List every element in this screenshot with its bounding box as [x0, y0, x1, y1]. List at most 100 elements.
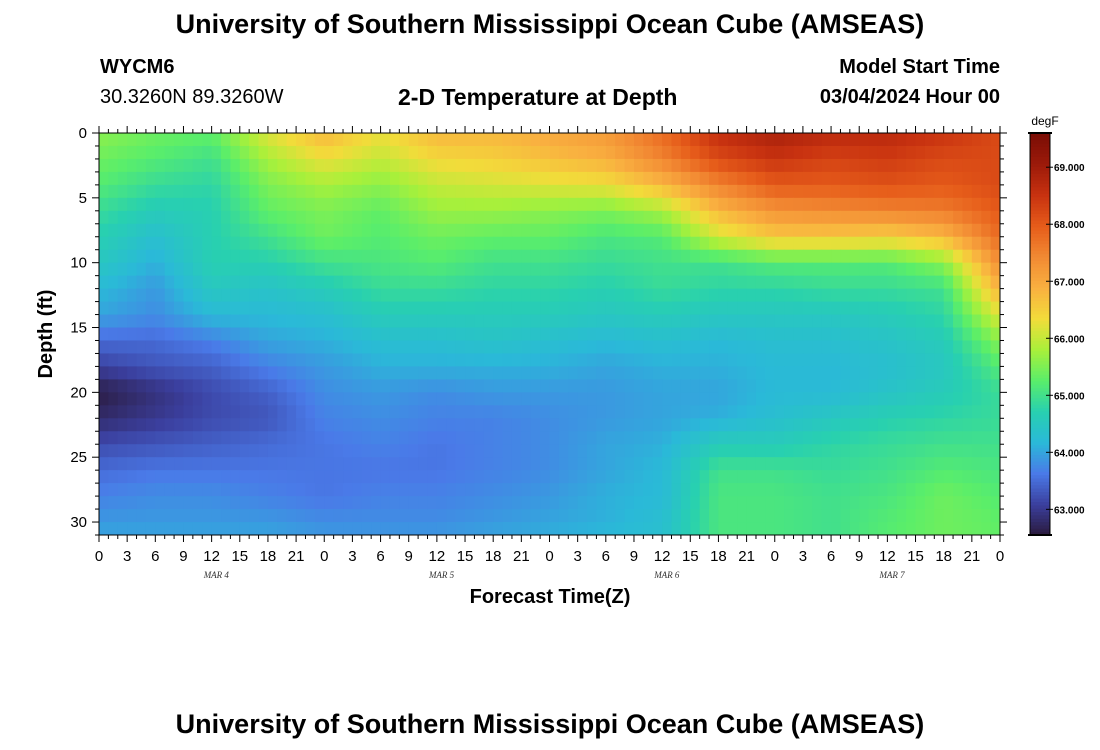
heatmap-cell — [277, 262, 288, 277]
heatmap-cell — [859, 133, 870, 147]
heatmap-cell — [624, 158, 635, 173]
heatmap-cell — [943, 184, 954, 199]
heatmap-cell — [943, 145, 954, 160]
heatmap-cell — [211, 223, 222, 238]
heatmap-cell — [436, 158, 447, 173]
heatmap-cell — [924, 158, 935, 173]
colorbar-swatch — [1030, 401, 1050, 405]
heatmap-cell — [915, 470, 926, 484]
heatmap-cell — [530, 145, 541, 160]
heatmap-cell — [258, 223, 269, 238]
heatmap-cell — [558, 418, 569, 432]
heatmap-cell — [690, 275, 701, 290]
heatmap-cell — [671, 444, 682, 458]
heatmap-cell — [558, 457, 569, 471]
heatmap-cell — [352, 249, 363, 264]
heatmap-cell — [624, 470, 635, 484]
heatmap-cell — [868, 301, 879, 316]
heatmap-cell — [211, 249, 222, 264]
heatmap-cell — [183, 470, 194, 484]
heatmap-cell — [568, 418, 579, 432]
heatmap-cell — [127, 184, 138, 199]
heatmap-cell — [643, 301, 654, 316]
heatmap-cell — [849, 275, 860, 290]
heatmap-cell — [953, 366, 964, 380]
heatmap-cell — [202, 301, 213, 316]
heatmap-cell — [568, 158, 579, 173]
heatmap-cell — [596, 210, 607, 225]
heatmap-cell — [596, 158, 607, 173]
heatmap-cell — [389, 171, 400, 186]
heatmap-cell — [587, 405, 598, 419]
heatmap-cell — [174, 496, 185, 510]
colorbar-swatch — [1030, 293, 1050, 298]
colorbar-swatch — [1030, 354, 1050, 358]
heatmap-cell — [136, 405, 147, 419]
heatmap-cell — [361, 522, 372, 535]
heatmap-cell — [502, 288, 513, 303]
heatmap-cell — [727, 301, 738, 316]
heatmap-cell — [221, 158, 231, 173]
heatmap-cell — [446, 418, 457, 432]
heatmap-cell — [164, 275, 175, 290]
heatmap-cell — [812, 418, 823, 432]
heatmap-cell — [502, 496, 513, 510]
heatmap-cell — [662, 340, 673, 355]
heatmap-cell — [924, 145, 935, 160]
heatmap-cell — [136, 457, 147, 471]
heatmap-cell — [145, 184, 156, 199]
heatmap-cell — [446, 223, 457, 238]
heatmap-cell — [709, 418, 720, 432]
heatmap-cell — [953, 483, 964, 497]
colorbar-swatch — [1030, 260, 1050, 265]
heatmap-cell — [352, 483, 363, 497]
heatmap-cell — [408, 236, 419, 251]
heatmap-cell — [887, 431, 898, 445]
heatmap-cell — [352, 509, 363, 523]
heatmap-cell — [877, 262, 888, 277]
heatmap-cell — [352, 301, 363, 316]
heatmap-cell — [709, 301, 720, 316]
heatmap-cell — [249, 236, 260, 251]
heatmap-cell — [502, 133, 513, 147]
heatmap-cell — [155, 262, 166, 277]
heatmap-cell — [643, 457, 654, 471]
heatmap-cell — [127, 249, 138, 264]
heatmap-cell — [896, 405, 907, 419]
heatmap-cell — [577, 418, 588, 432]
heatmap-cell — [465, 457, 476, 471]
heatmap-cell — [802, 210, 813, 225]
heatmap-cell — [906, 262, 917, 277]
heatmap-cell — [239, 314, 250, 329]
colorbar-swatch — [1030, 407, 1050, 412]
heatmap-cell — [211, 522, 222, 535]
heatmap-cell — [784, 379, 795, 393]
heatmap-cell — [652, 171, 663, 186]
heatmap-cell — [662, 327, 673, 342]
heatmap-cell — [624, 249, 635, 264]
heatmap-cell — [709, 158, 720, 173]
colorbar-swatch — [1030, 226, 1050, 231]
heatmap-cell — [549, 327, 560, 342]
y-tick-label: 25 — [70, 449, 87, 466]
heatmap-cell — [596, 197, 607, 212]
heatmap-cell — [305, 301, 316, 316]
heatmap-cell — [812, 288, 823, 303]
heatmap-cell — [343, 509, 354, 523]
heatmap-cell — [371, 327, 382, 342]
heatmap-cell — [108, 522, 119, 535]
heatmap-cell — [267, 314, 278, 329]
heatmap-cell — [249, 171, 260, 186]
heatmap-cell — [305, 418, 316, 432]
heatmap-cell — [455, 158, 466, 173]
heatmap-cell — [399, 288, 410, 303]
heatmap-cell — [230, 431, 241, 445]
heatmap-cell — [962, 262, 973, 277]
heatmap-cell — [352, 158, 363, 173]
heatmap-cell — [934, 392, 945, 406]
heatmap-cell — [202, 470, 213, 484]
heatmap-cell — [558, 236, 569, 251]
heatmap-cell — [352, 431, 363, 445]
heatmap-cell — [361, 223, 372, 238]
heatmap-cell — [427, 145, 438, 160]
